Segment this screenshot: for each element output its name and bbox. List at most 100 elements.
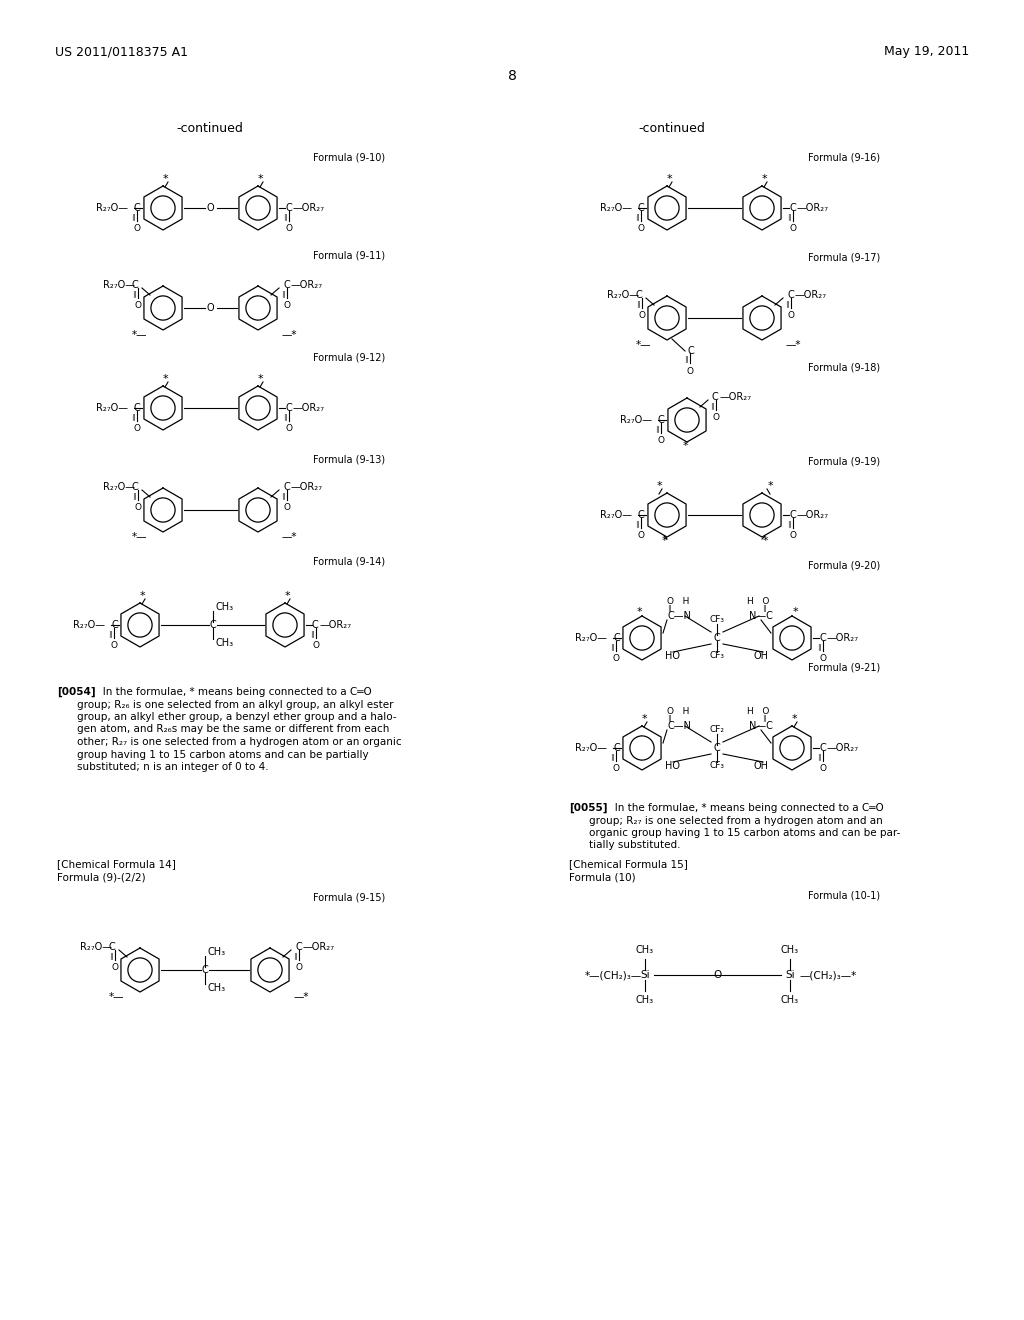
Text: Formula (10-1): Formula (10-1) [808,891,880,902]
Text: —*: —* [281,531,297,541]
Text: —OR₂₇: —OR₂₇ [293,403,325,413]
Text: Formula (9-17): Formula (9-17) [808,252,880,261]
Text: R₂₇O—: R₂₇O— [600,203,632,213]
Text: —OR₂₇: —OR₂₇ [797,510,829,520]
Text: ∥: ∥ [131,214,135,220]
Text: O: O [639,312,645,319]
Text: C: C [638,510,645,520]
Text: *: * [793,607,798,616]
Text: CF₂: CF₂ [710,726,725,734]
Text: —OR₂₇: —OR₂₇ [795,290,827,300]
Text: Formula (9-14): Formula (9-14) [313,557,385,568]
Text: [0054]: [0054] [57,686,95,697]
Text: gen atom, and R₂₆s may be the same or different from each: gen atom, and R₂₆s may be the same or di… [77,725,389,734]
Text: *—: *— [132,329,147,339]
Text: Formula (9-13): Formula (9-13) [313,455,385,465]
Text: *: * [641,714,647,723]
Text: C—N: C—N [667,611,691,620]
Text: In the formulae, * means being connected to a C═O: In the formulae, * means being connected… [605,803,884,813]
Text: C: C [202,965,208,975]
Text: C: C [131,280,138,290]
Text: ∥: ∥ [762,605,766,611]
Text: -continued: -continued [639,121,706,135]
Text: —*: —* [785,339,801,348]
Text: CH₃: CH₃ [636,995,654,1005]
Text: OH: OH [753,651,768,661]
Text: C: C [635,290,642,300]
Text: group having 1 to 15 carbon atoms and can be partially: group having 1 to 15 carbon atoms and ca… [77,750,369,759]
Text: ∥: ∥ [610,644,613,651]
Text: C: C [131,482,138,492]
Text: O: O [133,224,140,234]
Text: ∥: ∥ [684,355,688,363]
Text: *: * [792,714,797,723]
Text: C: C [295,942,302,952]
Text: Formula (9-15): Formula (9-15) [312,894,385,903]
Text: O: O [312,642,319,649]
Text: *: * [257,374,263,384]
Text: ∥: ∥ [635,214,639,220]
Text: May 19, 2011: May 19, 2011 [884,45,969,58]
Text: R₂₇O—: R₂₇O— [575,743,607,752]
Text: —OR₂₇: —OR₂₇ [720,392,752,403]
Text: ∥: ∥ [667,605,671,611]
Text: CF₃: CF₃ [710,652,725,660]
Text: *—(CH₂)₃—: *—(CH₂)₃— [585,970,642,979]
Text: R₂₇O—: R₂₇O— [620,414,652,425]
Text: *: * [761,174,767,183]
Text: ∥: ∥ [610,754,613,760]
Text: O: O [207,304,214,313]
Text: —OR₂₇: —OR₂₇ [303,942,335,952]
Text: O: O [612,764,620,774]
Text: O: O [790,224,797,234]
Text: C: C [613,743,620,752]
Text: *—: *— [636,339,651,348]
Text: C: C [134,203,140,213]
Text: R₂₇O—: R₂₇O— [80,942,112,952]
Text: ∥: ∥ [655,425,658,433]
Text: O: O [787,312,795,319]
Text: ∥: ∥ [132,290,136,297]
Text: ∥: ∥ [284,413,287,421]
Text: H   O: H O [746,708,769,717]
Text: ∥: ∥ [110,953,113,960]
Text: O: O [713,413,720,422]
Text: ∥: ∥ [711,403,714,409]
Text: O: O [284,301,291,310]
Text: Formula (9-16): Formula (9-16) [808,152,880,162]
Text: R₂₇O—: R₂₇O— [575,634,607,643]
Text: tially substituted.: tially substituted. [589,841,681,850]
Text: *: * [257,174,263,183]
Text: CH₃: CH₃ [215,638,233,648]
Text: CH₃: CH₃ [208,946,226,957]
Text: CF₃: CF₃ [710,615,725,624]
Text: O: O [286,424,293,433]
Text: R₂₇O—: R₂₇O— [600,510,632,520]
Text: R₂₇O—: R₂₇O— [96,403,128,413]
Text: ∥: ∥ [636,301,640,308]
Text: ∥: ∥ [282,290,285,297]
Text: HO: HO [665,651,680,661]
Text: CH₃: CH₃ [781,995,799,1005]
Text: *: * [762,536,768,546]
Text: *: * [682,441,688,451]
Text: C: C [209,620,216,630]
Text: *: * [162,174,168,183]
Text: *: * [656,480,662,491]
Text: ∥: ∥ [817,644,821,651]
Text: O: O [134,301,141,310]
Text: ∥: ∥ [310,631,313,638]
Text: CH₃: CH₃ [781,945,799,954]
Text: -continued: -continued [176,121,244,135]
Text: Formula (9-12): Formula (9-12) [312,352,385,363]
Text: C: C [687,346,693,356]
Text: O: O [819,653,826,663]
Text: C: C [111,620,118,630]
Text: C: C [109,942,115,952]
Text: C: C [638,203,645,213]
Text: H   O: H O [746,598,769,606]
Text: ∥: ∥ [132,492,136,499]
Text: O: O [638,224,644,234]
Text: C: C [819,743,825,752]
Text: ∥: ∥ [762,714,766,722]
